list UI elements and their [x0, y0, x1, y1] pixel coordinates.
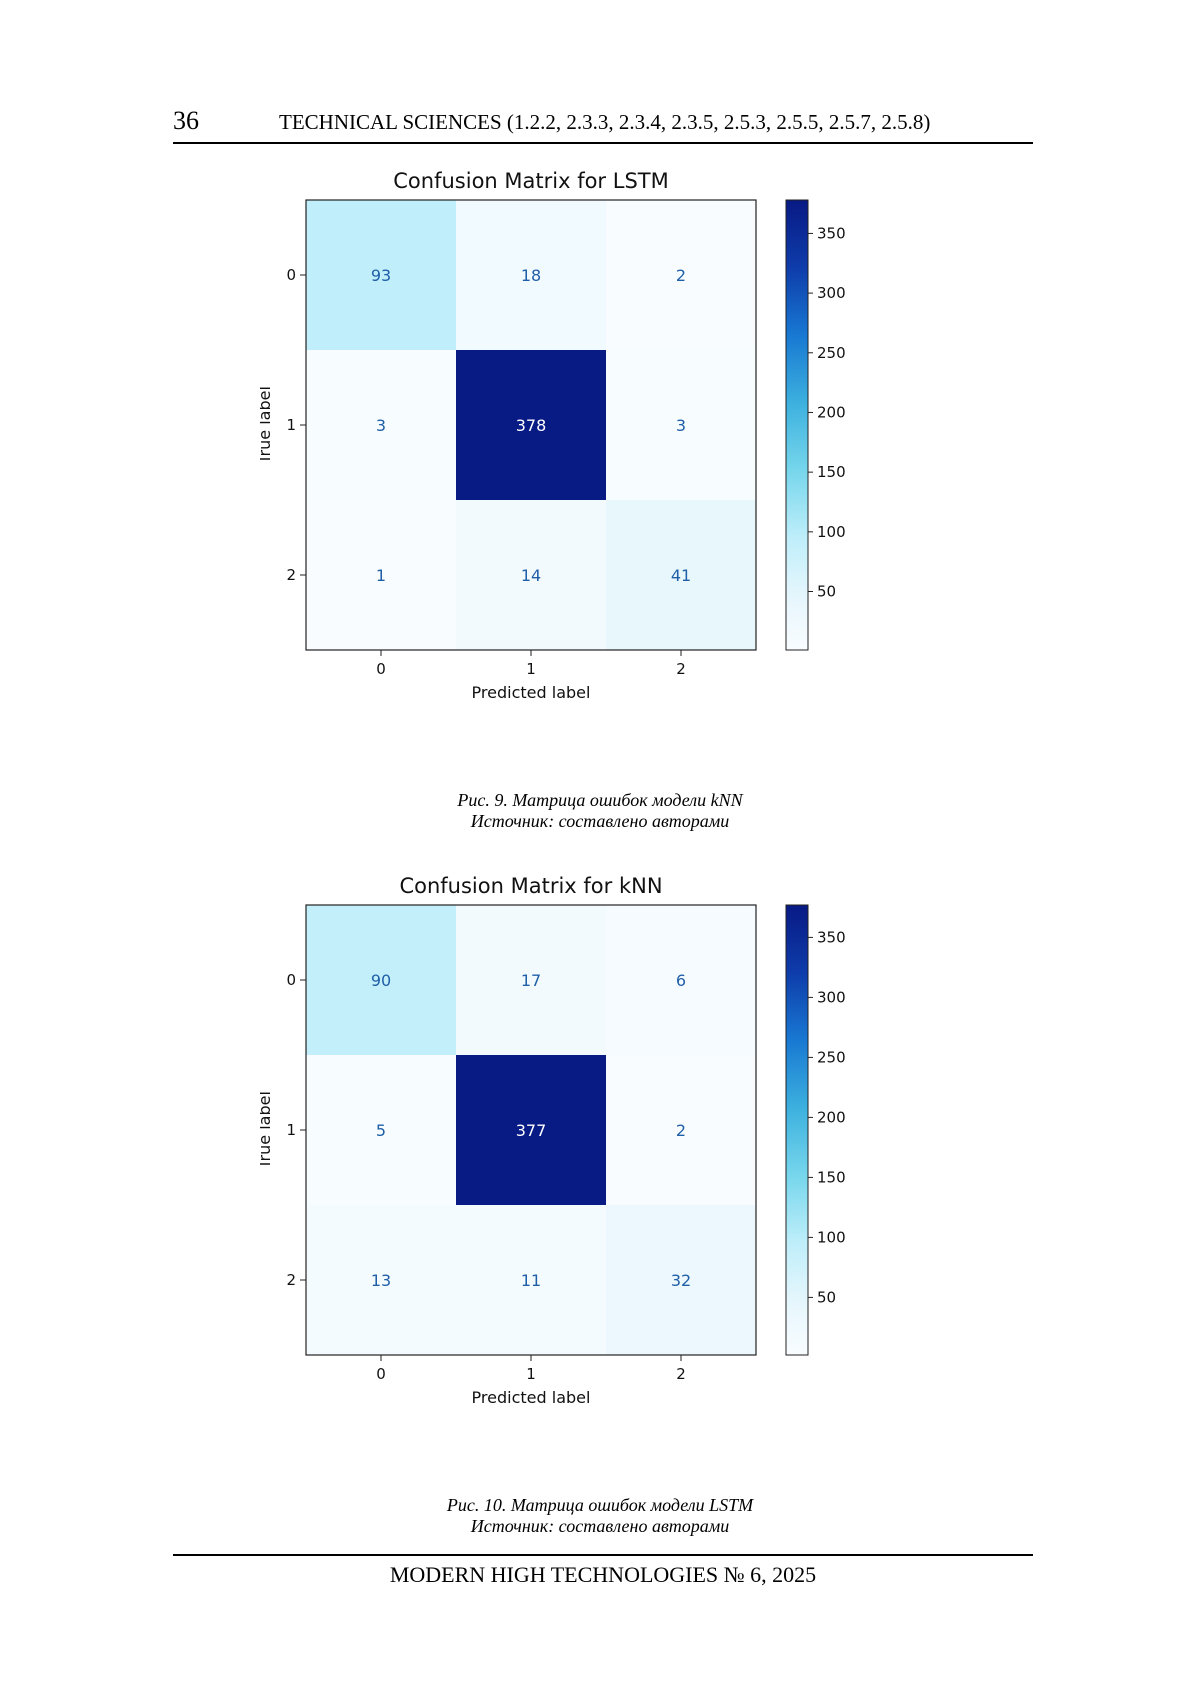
cell-value-label: 41 [671, 566, 691, 585]
journal-section-title: TECHNICAL SCIENCES (1.2.2, 2.3.3, 2.3.4,… [279, 110, 930, 135]
cell-value-label: 6 [676, 971, 686, 990]
colorbar-tick-label: 100 [817, 1228, 846, 1246]
x-axis-label: Predicted label [472, 1388, 591, 1407]
colorbar-tick-label: 300 [817, 284, 846, 302]
figure-lstm: Confusion Matrix for LSTM 93 18 2 3 378 3 1 14 41… [260, 165, 960, 775]
colorbar-tick-label: 300 [817, 988, 846, 1006]
colorbar-tick-label: 150 [817, 463, 846, 481]
confusion-matrix-chart-1: Confusion Matrix for LSTM 93 18 2 3 378 3 1 14 41… [260, 165, 960, 775]
cell-value-label: 5 [376, 1121, 386, 1140]
figure-caption-2: Рис. 10. Матрица ошибок модели LSTM Исто… [300, 1495, 900, 1537]
colorbar-tick-label: 50 [817, 1288, 836, 1306]
y-tick-label: 2 [286, 566, 296, 584]
caption-title: Рис. 9. Матрица ошибок модели kNN [300, 790, 900, 811]
colorbar-tick-label: 100 [817, 523, 846, 541]
colorbar-tick-label: 150 [817, 1168, 846, 1186]
caption-source: Источник: составлено авторами [300, 811, 900, 832]
y-tick-label: 1 [286, 416, 296, 434]
cell-value-label: 2 [676, 266, 686, 285]
x-tick-label: 0 [376, 660, 386, 678]
colorbar-tick-label: 50 [817, 583, 836, 601]
colorbar-tick-label: 350 [817, 928, 846, 946]
cell-value-label: 1 [376, 566, 386, 585]
y-axis-label: True label [260, 1091, 274, 1170]
page-footer: MODERN HIGH TECHNOLOGIES № 6, 2025 [173, 1554, 1033, 1596]
colorbar [786, 200, 808, 650]
cell-value-label: 17 [521, 971, 541, 990]
x-tick-label: 2 [676, 1365, 686, 1383]
confusion-matrix-chart-2: Confusion Matrix for kNN9017653772131132… [260, 870, 960, 1480]
figure-knn: Confusion Matrix for kNN9017653772131132… [260, 870, 960, 1480]
cell-value-label: 18 [521, 266, 541, 285]
x-tick-label: 1 [526, 660, 536, 678]
cell-value-label: 93 [371, 266, 391, 285]
page-header: 36 TECHNICAL SCIENCES (1.2.2, 2.3.3, 2.3… [173, 102, 1033, 144]
x-tick-label: 1 [526, 1365, 536, 1383]
caption-source: Источник: составлено авторами [300, 1516, 900, 1537]
x-tick-label: 0 [376, 1365, 386, 1383]
colorbar-tick-label: 250 [817, 344, 846, 362]
cell-value-label: 3 [676, 416, 686, 435]
cell-value-label: 13 [371, 1271, 391, 1290]
colorbar-tick-label: 200 [817, 403, 846, 421]
x-tick-label: 2 [676, 660, 686, 678]
figure-caption-1: Рис. 9. Матрица ошибок модели kNN Источн… [300, 790, 900, 832]
colorbar-tick-label: 350 [817, 224, 846, 242]
y-tick-label: 1 [286, 1121, 296, 1139]
chart-title: Confusion Matrix for LSTM [393, 169, 668, 193]
page-number: 36 [173, 106, 199, 136]
colorbar [786, 905, 808, 1355]
y-tick-label: 2 [286, 1271, 296, 1289]
y-tick-label: 0 [286, 971, 296, 989]
colorbar-tick-label: 250 [817, 1048, 846, 1066]
cell-value-label: 90 [371, 971, 391, 990]
cell-value-label: 32 [671, 1271, 691, 1290]
x-axis-label: Predicted label [472, 683, 591, 702]
cell-value-label: 377 [516, 1121, 547, 1140]
colorbar-tick-label: 200 [817, 1108, 846, 1126]
cell-value-label: 14 [521, 566, 541, 585]
cell-value-label: 11 [521, 1271, 541, 1290]
cell-value-label: 2 [676, 1121, 686, 1140]
caption-title: Рис. 10. Матрица ошибок модели LSTM [300, 1495, 900, 1516]
journal-footer: MODERN HIGH TECHNOLOGIES № 6, 2025 [173, 1562, 1033, 1588]
y-axis-label: True label [260, 386, 274, 465]
y-tick-label: 0 [286, 266, 296, 284]
cell-value-label: 3 [376, 416, 386, 435]
chart-title: Confusion Matrix for kNN [399, 874, 662, 898]
cell-value-label: 378 [516, 416, 547, 435]
